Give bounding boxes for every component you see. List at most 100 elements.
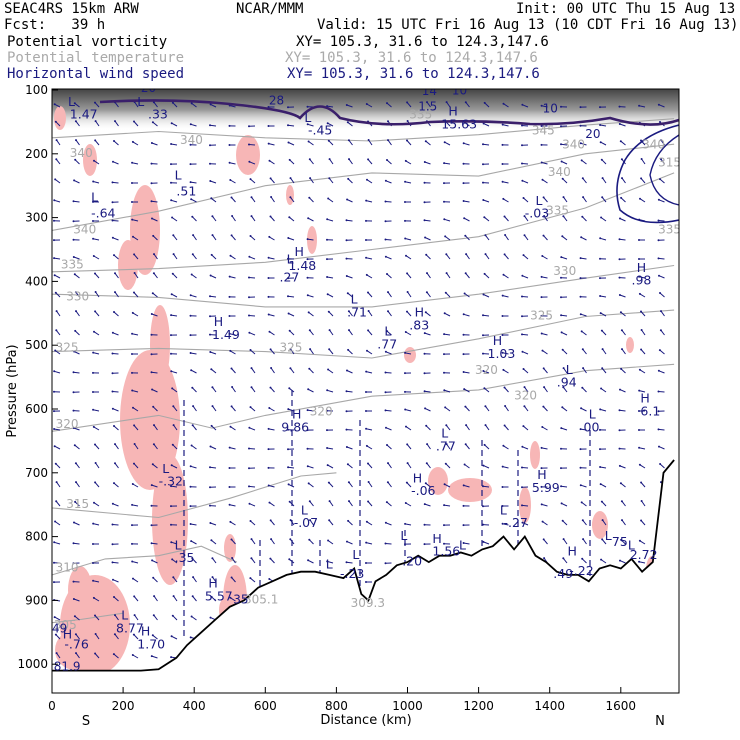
wind-arrowhead (289, 538, 292, 541)
wind-vector (248, 448, 256, 450)
wind-arrowhead (231, 215, 234, 217)
wind-arrowhead (424, 236, 427, 239)
pv-annotation: L (304, 110, 311, 125)
wind-arrowhead (621, 348, 623, 351)
wind-arrowhead (229, 596, 232, 599)
wind-arrowhead (53, 428, 56, 430)
wind-arrowhead (189, 334, 192, 337)
wind-arrowhead (327, 197, 330, 200)
wind-arrowhead (365, 410, 367, 412)
wind-vector (621, 177, 626, 184)
wind-arrowhead (658, 445, 660, 448)
wind-arrowhead (269, 386, 272, 389)
wind-arrowhead (249, 235, 252, 237)
wind-arrowhead (405, 481, 408, 484)
wind-arrowhead (522, 368, 525, 370)
wind-arrowhead (306, 429, 309, 432)
wind-arrowhead (150, 313, 153, 315)
wind-arrowhead (288, 216, 291, 219)
wind-arrowhead (111, 523, 114, 526)
wind-arrowhead (638, 463, 641, 466)
wind-arrowhead (640, 158, 643, 160)
wind-vector (601, 330, 607, 336)
wind-arrowhead (581, 177, 584, 180)
wind-arrowhead (406, 120, 409, 122)
wind-arrowhead (348, 500, 350, 503)
wind-vector (368, 139, 373, 146)
wind-vector (251, 367, 256, 374)
wind-arrowhead (406, 101, 409, 104)
wind-arrowhead (309, 519, 312, 522)
wind-arrowhead (152, 405, 155, 408)
wind-arrowhead (170, 370, 173, 373)
wind-arrowhead (308, 329, 311, 332)
wind-vector (75, 481, 80, 488)
wind-vector (542, 426, 548, 431)
theta-contour (52, 612, 124, 624)
wind-vector (543, 406, 548, 412)
wind-arrowhead (484, 234, 487, 237)
wind-arrowhead (443, 162, 446, 165)
y-tick-label: 100 (25, 83, 48, 97)
y-tick-label: 500 (25, 338, 48, 352)
wind-arrowhead (483, 101, 486, 104)
y-tick-label: 400 (25, 274, 48, 288)
wind-vector (406, 102, 412, 108)
wind-arrowhead (638, 389, 641, 392)
wind-arrowhead (94, 614, 96, 617)
wind-vector (73, 200, 80, 203)
wind-arrowhead (307, 388, 310, 391)
wind-vector (524, 386, 529, 393)
wind-arrowhead (345, 104, 348, 106)
wind-labels: 20 20 28 141.5 10 10 49 81.9 35 (52, 89, 601, 674)
y-tick-label: 900 (25, 593, 48, 607)
wind-arrowhead (228, 275, 231, 278)
wind-arrowhead (365, 520, 368, 523)
wind-vector (153, 253, 158, 260)
wind-vector (581, 558, 587, 564)
wind-vector (562, 386, 568, 393)
wind-arrowhead (92, 200, 94, 203)
wind-arrowhead (191, 424, 194, 427)
wind-arrowhead (170, 485, 173, 488)
wind-arrowhead (248, 143, 250, 146)
wind-arrowhead (367, 462, 369, 465)
wind-arrowhead (55, 329, 58, 332)
pv-annotation: -.07 (294, 515, 318, 530)
wind-arrowhead (384, 409, 387, 412)
wind-arrowhead (464, 101, 467, 104)
pv-annotation: H (448, 104, 457, 119)
wind-arrowhead (345, 257, 348, 260)
wind-arrowhead (326, 389, 329, 392)
wind-arrowhead (92, 391, 94, 393)
wind-arrowhead (307, 217, 310, 220)
wind-arrowhead (501, 315, 504, 317)
wind-arrowhead (209, 466, 211, 469)
wind-arrowhead (384, 200, 387, 203)
wind-vector (522, 522, 529, 526)
stratosphere-shading (52, 89, 679, 131)
wind-vector (55, 463, 61, 469)
organization: NCAR/MMM (236, 1, 304, 17)
wind-arrowhead (228, 161, 231, 164)
wind-vector (639, 464, 646, 469)
pv-annotation: L (459, 537, 466, 552)
theta-label: 310 (56, 561, 79, 575)
wind-arrowhead (560, 502, 563, 505)
pv-annotation: .51 (176, 183, 196, 198)
wind-vector (112, 503, 119, 507)
plot-area: 345 340 340 340 340 340 340 335 335 335 330 330 325 3… (52, 89, 679, 693)
wind-vector (367, 292, 373, 298)
wind-arrowhead (151, 463, 154, 466)
wind-arrowhead (638, 104, 641, 107)
wind-vector (112, 408, 119, 412)
wind-arrowhead (618, 464, 621, 467)
wind-vector (152, 406, 158, 412)
wind-vector (95, 633, 100, 640)
wind-arrowhead (599, 408, 602, 411)
wind-arrowhead (306, 409, 309, 412)
wind-vector (484, 444, 490, 450)
wind-arrowhead (269, 519, 272, 522)
pv-annotation: L (91, 190, 98, 205)
wind-vector (522, 180, 529, 184)
